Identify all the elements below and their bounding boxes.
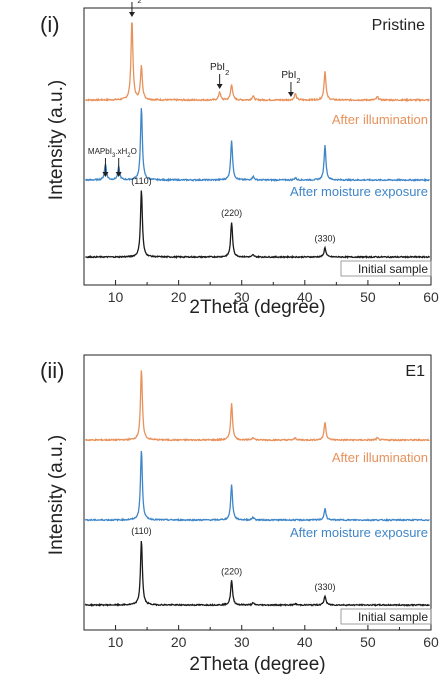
x-tick-label: 20	[171, 289, 187, 305]
series-label: Initial sample	[358, 610, 428, 624]
miller-index-label: (220)	[221, 566, 242, 576]
miller-index-label: (110)	[131, 526, 151, 536]
miller-index-label: (220)	[221, 208, 242, 218]
x-tick-label: 30	[234, 634, 250, 650]
annotation-arrowhead	[216, 84, 223, 89]
initial-sample-box	[340, 608, 432, 625]
series-line-2	[84, 450, 430, 523]
x-tick-label: 10	[108, 634, 124, 650]
annotation-arrowhead	[287, 92, 294, 97]
x-axis-title: 2Theta (degree)	[189, 654, 325, 675]
series-line-2	[85, 108, 430, 183]
series-label: After moisture exposure	[290, 525, 428, 540]
x-tick-label: 40	[297, 634, 313, 650]
sample-label: E1	[405, 363, 425, 380]
x-tick-label: 20	[171, 634, 187, 650]
initial-sample-box	[340, 260, 432, 277]
series-label: After illumination	[332, 450, 428, 465]
series-line-1	[85, 22, 430, 103]
y-axis-title: Intensity (a.u.)	[46, 80, 67, 200]
panel-1: (i) Pristine 10 20 30 40 50 60 2Theta (degree) In…	[40, 2, 439, 318]
panel-label: (ii)	[40, 358, 64, 383]
sample-label: Pristine	[372, 17, 425, 34]
series-label: After moisture exposure	[290, 184, 428, 199]
panel-label: (i)	[40, 12, 60, 37]
miller-index-label: (110)	[131, 176, 151, 186]
miller-index-label: (330)	[314, 582, 335, 592]
plot-frame	[83, 7, 432, 286]
series-line-3	[85, 190, 431, 260]
peak-annotation: PbI2	[210, 62, 229, 77]
x-tick-label: 10	[108, 289, 124, 305]
x-tick-label: 30	[234, 289, 250, 305]
annotation-arrowhead	[128, 12, 135, 17]
x-axis-title: 2Theta (degree)	[189, 297, 325, 318]
panel-2: (ii) E1 10 20 30 40 50 60 2Theta (degree) Intensi…	[40, 354, 439, 675]
x-tick-label: 40	[297, 289, 313, 305]
y-axis-title: Intensity (a.u.)	[46, 435, 67, 555]
peak-annotation: PbI2	[122, 0, 141, 5]
miller-index-label: (330)	[314, 234, 335, 244]
series-line-3	[84, 540, 430, 607]
peak-annotation: PbI2	[281, 70, 300, 85]
x-tick-label: 50	[360, 289, 376, 305]
annotation-arrowhead	[102, 172, 109, 177]
series-label: After illumination	[332, 112, 428, 127]
series-label: Initial sample	[358, 262, 428, 276]
series-line-1	[85, 370, 430, 442]
x-tick-label: 60	[423, 289, 439, 305]
annotation-arrowhead	[115, 172, 122, 177]
x-tick-label: 60	[423, 634, 439, 650]
peak-annotation: MAPbI3.xH2O	[88, 147, 137, 159]
x-tick-label: 50	[360, 634, 376, 650]
plot-frame	[83, 354, 432, 631]
